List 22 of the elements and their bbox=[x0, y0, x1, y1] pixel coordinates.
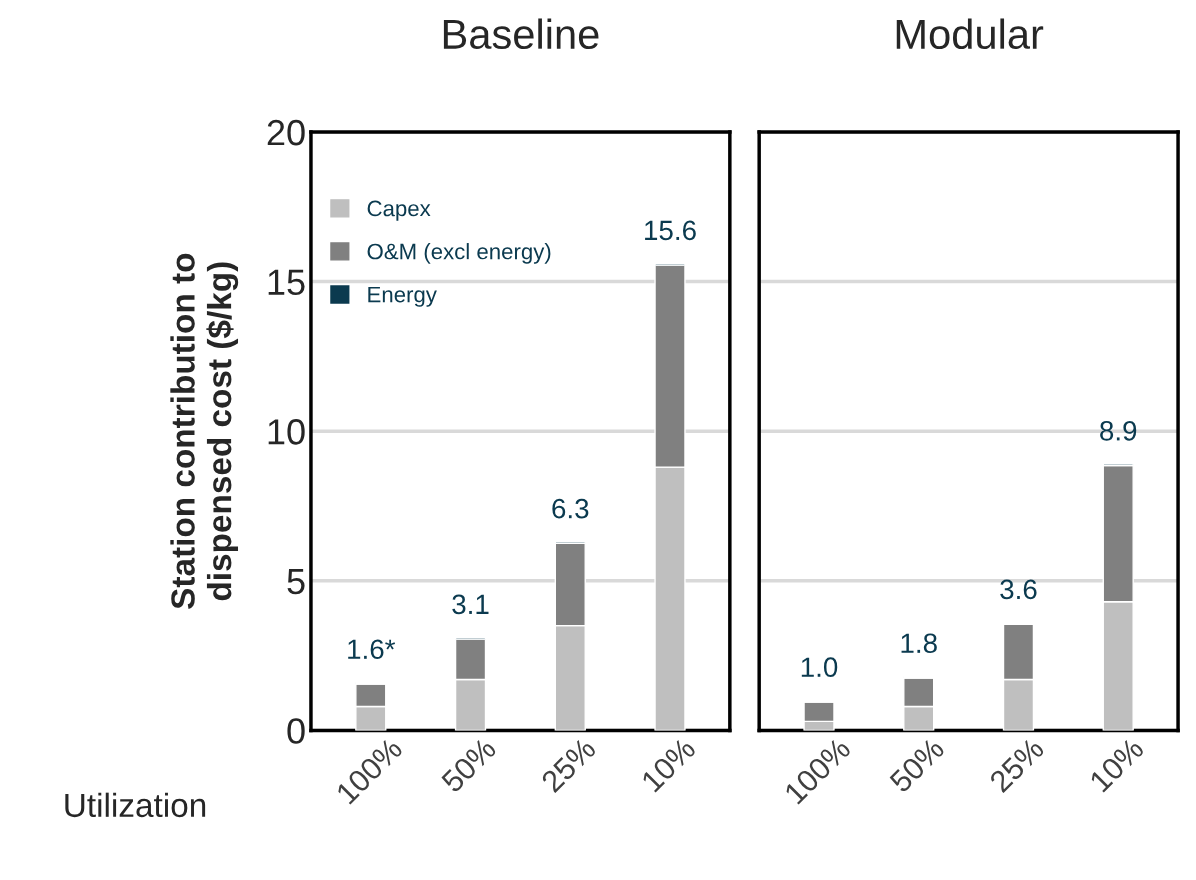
legend-label: Capex bbox=[367, 200, 431, 221]
total-label: 1.6* bbox=[348, 639, 396, 660]
chart-title: Modular bbox=[896, 18, 1044, 50]
y-axis-title: Station contribution to dispensed cost ($/kg) bbox=[170, 253, 239, 609]
y-tick-label: 10 bbox=[268, 419, 305, 445]
chart-title: Baseline bbox=[443, 18, 599, 50]
total-label: 3.6 bbox=[1000, 579, 1037, 600]
legend-label: Energy bbox=[368, 286, 437, 307]
total-label: 8.9 bbox=[1100, 421, 1137, 441]
total-label: 6.3 bbox=[552, 498, 589, 519]
legend-label: O&M (excl energy) bbox=[367, 243, 551, 264]
y-tick-label: 0 bbox=[287, 718, 305, 744]
total-label: 3.1 bbox=[452, 594, 489, 615]
x-tick-label: 50% bbox=[888, 736, 946, 794]
total-label: 1.0 bbox=[801, 657, 838, 678]
y-tick-label: 5 bbox=[287, 569, 305, 595]
y-tick-label: 20 bbox=[267, 119, 305, 146]
y-tick-label: 15 bbox=[268, 269, 305, 296]
text: Utilization bbox=[65, 792, 206, 818]
x-tick-label: 50% bbox=[440, 736, 498, 794]
total-label: 15.6 bbox=[645, 220, 696, 241]
total-label: 1.8 bbox=[901, 633, 937, 654]
